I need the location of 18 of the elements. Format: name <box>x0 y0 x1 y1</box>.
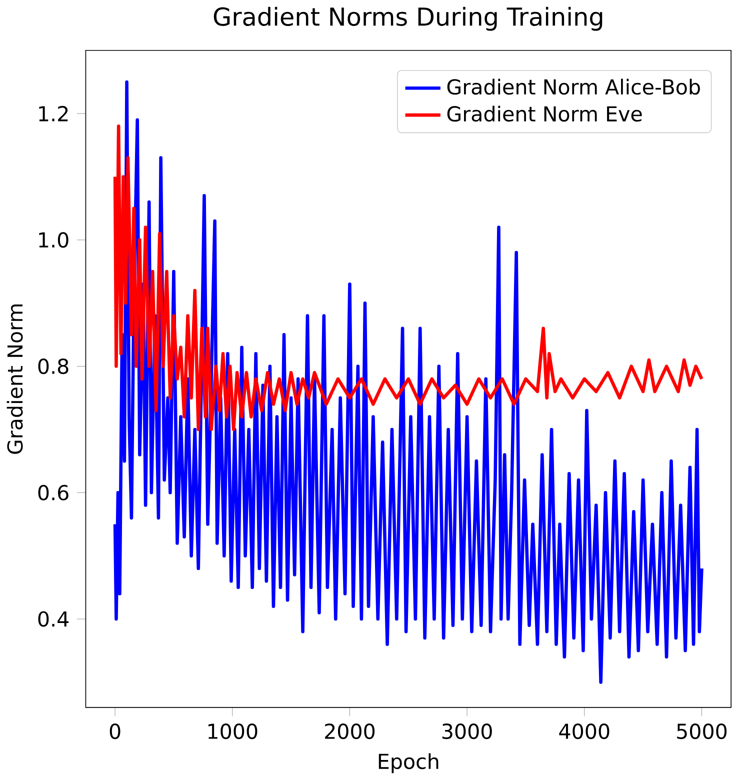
y-axis-title: Gradient Norm <box>6 304 23 454</box>
x-tick-label: 1000 <box>208 723 258 740</box>
y-tick-label: 1.2 <box>39 106 68 122</box>
y-tick-label: 0.4 <box>38 611 69 627</box>
x-tick-label: 2000 <box>325 723 375 740</box>
legend-label: Gradient Norm Alice-Bob <box>447 78 700 95</box>
legend-label: Gradient Norm Eve <box>447 106 642 122</box>
chart-title: Gradient Norms During Training <box>214 6 602 31</box>
y-tick-label: 0.6 <box>38 484 68 500</box>
line-series <box>114 80 704 684</box>
x-tick-label: 4000 <box>559 723 610 740</box>
line-series <box>114 124 704 432</box>
x-tick-label: 3000 <box>442 723 492 740</box>
y-tick-label: 0.8 <box>38 358 68 374</box>
x-tick-label: 5000 <box>677 723 727 740</box>
y-tick-label: 1.0 <box>39 232 68 248</box>
x-axis-title: Epoch <box>379 753 438 774</box>
x-tick-label: 0 <box>110 723 120 740</box>
